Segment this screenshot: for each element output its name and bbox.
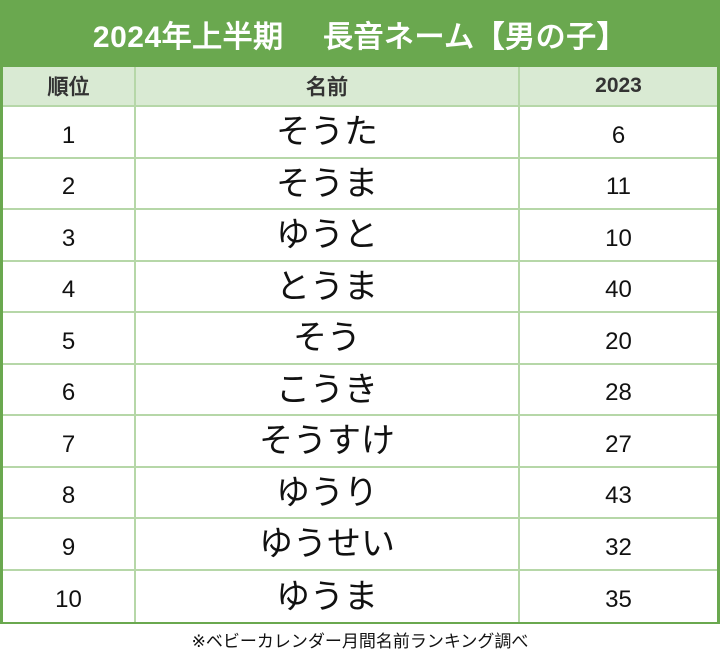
name-cell: ゆうま <box>136 570 520 622</box>
table-row: 7 そうすけ 27 <box>3 416 717 468</box>
source-note: ※ベビーカレンダー月間名前ランキング調べ <box>191 631 529 652</box>
name-cell: そうた <box>136 107 520 157</box>
rank-cell: 5 <box>3 313 136 363</box>
table-row: 9 ゆうせい 32 <box>3 519 717 571</box>
table-row: 3 ゆうと 10 <box>3 210 717 262</box>
ranking-table: 2024年上半期 長音ネーム【男の子】 順位 名前 2023 1 そうた 6 2… <box>0 0 720 624</box>
prev-rank-cell: 43 <box>605 482 632 510</box>
table-row: 1 そうた 6 <box>3 107 717 159</box>
rank-cell: 1 <box>3 107 136 157</box>
table-row: 6 こうき 28 <box>3 364 717 416</box>
name-cell: そう <box>136 313 520 363</box>
prev-rank-cell: 28 <box>605 379 632 407</box>
rank-cell: 4 <box>3 261 136 311</box>
rank-cell: 8 <box>3 467 136 517</box>
header-row: 順位 名前 2023 <box>3 67 717 107</box>
prev-rank-cell: 40 <box>605 276 632 304</box>
rank-cell: 10 <box>3 570 136 622</box>
prev-rank-cell: 11 <box>606 173 631 201</box>
table-title: 2024年上半期 長音ネーム【男の子】 <box>3 0 717 67</box>
prev-rank-cell: 10 <box>605 224 632 252</box>
table-row: 10 ゆうま 35 <box>3 570 717 622</box>
name-cell: そうま <box>136 158 520 208</box>
name-cell: ゆうり <box>136 467 520 517</box>
prev-rank-cell: 35 <box>605 586 632 614</box>
prev-rank-cell: 32 <box>605 533 632 561</box>
rank-cell: 2 <box>3 158 136 208</box>
table-row: 8 ゆうり 43 <box>3 467 717 519</box>
prev-rank-cell: 27 <box>605 430 632 458</box>
table-row: 2 そうま 11 <box>3 158 717 210</box>
rank-cell: 9 <box>3 519 136 569</box>
name-cell: ゆうせい <box>136 519 520 569</box>
prev-rank-cell: 20 <box>605 327 632 355</box>
table-row: 5 そう 20 <box>3 313 717 365</box>
header-prev-year: 2023 <box>595 74 642 97</box>
name-cell: ゆうと <box>136 210 520 260</box>
name-cell: こうき <box>136 364 520 414</box>
rank-cell: 6 <box>3 364 136 414</box>
header-rank: 順位 <box>3 67 136 105</box>
rank-cell: 7 <box>3 416 136 466</box>
prev-rank-cell: 6 <box>611 121 626 149</box>
name-cell: そうすけ <box>136 416 520 466</box>
rank-cell: 3 <box>3 210 136 260</box>
name-cell: とうま <box>136 261 520 311</box>
header-name: 名前 <box>136 67 520 105</box>
table-row: 4 とうま 40 <box>3 261 717 313</box>
